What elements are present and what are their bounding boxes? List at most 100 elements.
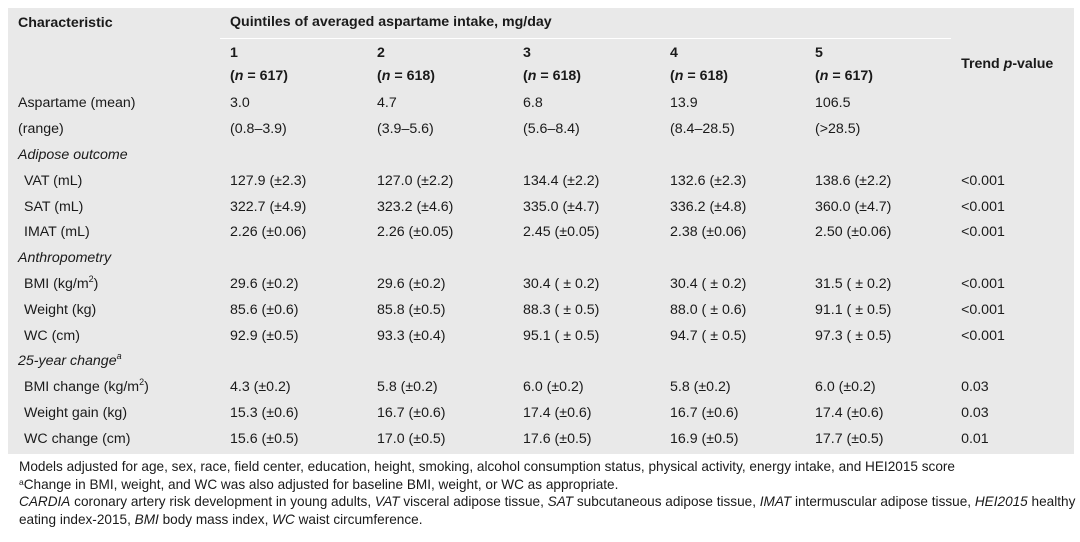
cell-quintile-1: 85.6 (±0.6) (230, 301, 299, 318)
abbreviation-term: IMAT (759, 494, 792, 509)
cell-quintile-4: 16.7 (±0.6) (670, 404, 739, 421)
abbreviation-definition: body mass index, (158, 511, 273, 527)
abbreviation-definition: visceral adipose tissue, (399, 494, 548, 509)
cell-quintile-3: 6.8 (523, 95, 543, 112)
trend-suffix: -value (1012, 56, 1054, 73)
row-label-suffix: ) (144, 379, 149, 396)
header-characteristic: Characteristic (18, 14, 113, 31)
table-row: WC (cm) 92.9 (±0.5) 93.3 (±0.4) 95.1 ( ± 0.… (8, 323, 1074, 349)
cell-quintile-5: 97.3 ( ± 0.5) (815, 327, 892, 344)
cell-quintile-3: 2.45 (±0.05) (523, 224, 600, 241)
aspartame-quintiles-table: Characteristic Quintiles of averaged asp… (8, 8, 1074, 452)
table-row: (range) (0.8–3.9) (3.9–5.6) (5.6–8.4) (8.4–2… (8, 117, 1074, 143)
table-row: SAT (mL) 322.7 (±4.9) 323.2 (±4.6) 335.0 (±… (8, 194, 1074, 220)
cell-quintile-2: 29.6 (±0.2) (377, 275, 446, 292)
header-empty (951, 8, 1074, 39)
cell-quintile-4: 5.8 (±0.2) (670, 379, 731, 396)
row-label-text: 25-year change (18, 353, 117, 370)
table-row: IMAT (mL) 2.26 (±0.06) 2.26 (±0.05) 2.45 (±… (8, 220, 1074, 246)
cell-quintile-2: 2.26 (±0.05) (377, 224, 454, 241)
table-row: Weight gain (kg) 15.3 (±0.6) 16.7 (±0.6) 17… (8, 401, 1074, 427)
row-label: Weight (kg) (8, 297, 220, 323)
quintile-number: 4 (670, 44, 678, 61)
cell-quintile-3: 335.0 (±4.7) (523, 198, 600, 215)
cell-quintile-5: 106.5 (815, 95, 851, 112)
abbreviation-term: VAT (374, 494, 400, 509)
row-label-text: Anthropometry (18, 250, 112, 267)
cell-quintile-5: 91.1 ( ± 0.5) (815, 301, 892, 318)
cell-quintile-3: 88.3 ( ± 0.5) (523, 301, 600, 318)
table-row: Aspartame (mean) 3.0 4.7 6.8 13.9 106.5 (8, 91, 1074, 117)
cell-quintile-1: 3.0 (230, 95, 250, 112)
row-label-text: BMI (kg/m (24, 275, 89, 292)
cell-trend: <0.001 (961, 224, 1005, 241)
row-label-suffix: ) (93, 275, 99, 292)
row-label-superscript: 2 (139, 377, 145, 388)
footnote-models: Models adjusted for age, sex, race, fiel… (19, 459, 955, 474)
cell-quintile-4: 132.6 (±2.3) (670, 172, 747, 189)
quintile-count: (n = 618) (670, 68, 728, 84)
footnote-change: aChange in BMI, weight, and WC was also … (19, 476, 1079, 494)
cell-trend: 0.03 (961, 404, 989, 421)
row-label-text: SAT (mL) (24, 198, 84, 215)
section-row: Anthropometry (8, 246, 1074, 272)
abbreviation-definition: coronary artery risk development in youn… (70, 494, 375, 509)
abbreviation-definition: subcutaneous adipose tissue, (573, 494, 760, 509)
row-label-text: Weight gain (kg) (24, 404, 128, 421)
cell-quintile-5: 2.50 (±0.06) (815, 224, 892, 241)
cell-quintile-1: 2.26 (±0.06) (230, 224, 307, 241)
cell-quintile-1: 15.3 (±0.6) (230, 404, 299, 421)
cell-quintile-1: 322.7 (±4.9) (230, 198, 307, 215)
row-label-text: VAT (mL) (24, 172, 83, 189)
row-label: Weight gain (kg) (8, 401, 220, 427)
cell-quintile-2: 93.3 (±0.4) (377, 327, 446, 344)
quintile-header-1: 1 (n = 617) (220, 38, 367, 91)
results-table-container: Characteristic Quintiles of averaged asp… (8, 8, 1074, 454)
cell-quintile-3: 17.6 (±0.5) (523, 430, 592, 447)
cell-trend: <0.001 (961, 327, 1005, 344)
cell-quintile-5: 31.5 ( ± 0.2) (815, 275, 892, 292)
row-label-superscript: 2 (88, 273, 94, 284)
cell-quintile-2: 16.7 (±0.6) (377, 404, 446, 421)
quintile-number: 3 (523, 44, 531, 61)
n-symbol: n (674, 68, 684, 84)
cell-quintile-3: 6.0 (±0.2) (523, 379, 584, 396)
section-row: 25-year changea (8, 349, 1074, 375)
footnote-marker: a (19, 476, 24, 487)
cell-quintile-2: 5.8 (±0.2) (377, 379, 438, 396)
cell-quintile-4: 336.2 (±4.8) (670, 198, 747, 215)
cell-trend: 0.03 (961, 379, 989, 396)
section-label: Anthropometry (8, 246, 220, 272)
abbreviation-term: WC (272, 511, 295, 527)
row-label-text: (range) (18, 121, 64, 138)
row-label: BMI change (kg/m2) (8, 375, 220, 401)
quintile-header-4: 4 (n = 618) (660, 38, 805, 91)
quintile-count: (n = 617) (815, 68, 873, 84)
cell-quintile-1: 127.9 (±2.3) (230, 172, 307, 189)
row-label-text: IMAT (mL) (24, 224, 90, 241)
cell-trend: 0.01 (961, 430, 989, 447)
quintile-number: 5 (815, 44, 823, 61)
quintile-header-2: 2 (n = 618) (367, 38, 513, 91)
n-symbol: n (234, 68, 244, 84)
table-row: VAT (mL) 127.9 (±2.3) 127.0 (±2.2) 134.4 (±… (8, 168, 1074, 194)
cell-quintile-1: (0.8–3.9) (230, 121, 287, 138)
row-label-text: Aspartame (mean) (18, 95, 136, 112)
cell-quintile-4: 94.7 ( ± 0.5) (670, 327, 747, 344)
cell-quintile-3: 30.4 ( ± 0.2) (523, 275, 600, 292)
n-symbol: n (819, 68, 829, 84)
cell-trend: <0.001 (961, 172, 1005, 189)
row-label: WC change (cm) (8, 426, 220, 452)
section-label: 25-year changea (8, 349, 220, 375)
cell-quintile-5: 17.4 (±0.6) (815, 404, 884, 421)
cell-quintile-4: (8.4–28.5) (670, 121, 735, 138)
cell-trend: <0.001 (961, 275, 1005, 292)
cell-quintile-1: 29.6 (±0.2) (230, 275, 299, 292)
section-filler (220, 143, 1074, 169)
table-row: BMI change (kg/m2) 4.3 (±0.2) 5.8 (±0.2) 6.… (8, 375, 1074, 401)
n-value: 618 (699, 68, 724, 84)
header-row-2: 1 (n = 617) 2 (n = 618) 3 (n = 618) 4 (n = 618)… (8, 38, 1074, 91)
quintile-count: (n = 617) (230, 68, 288, 84)
cell-quintile-5: 360.0 (±4.7) (815, 198, 892, 215)
cell-quintile-5: 138.6 (±2.2) (815, 172, 892, 189)
